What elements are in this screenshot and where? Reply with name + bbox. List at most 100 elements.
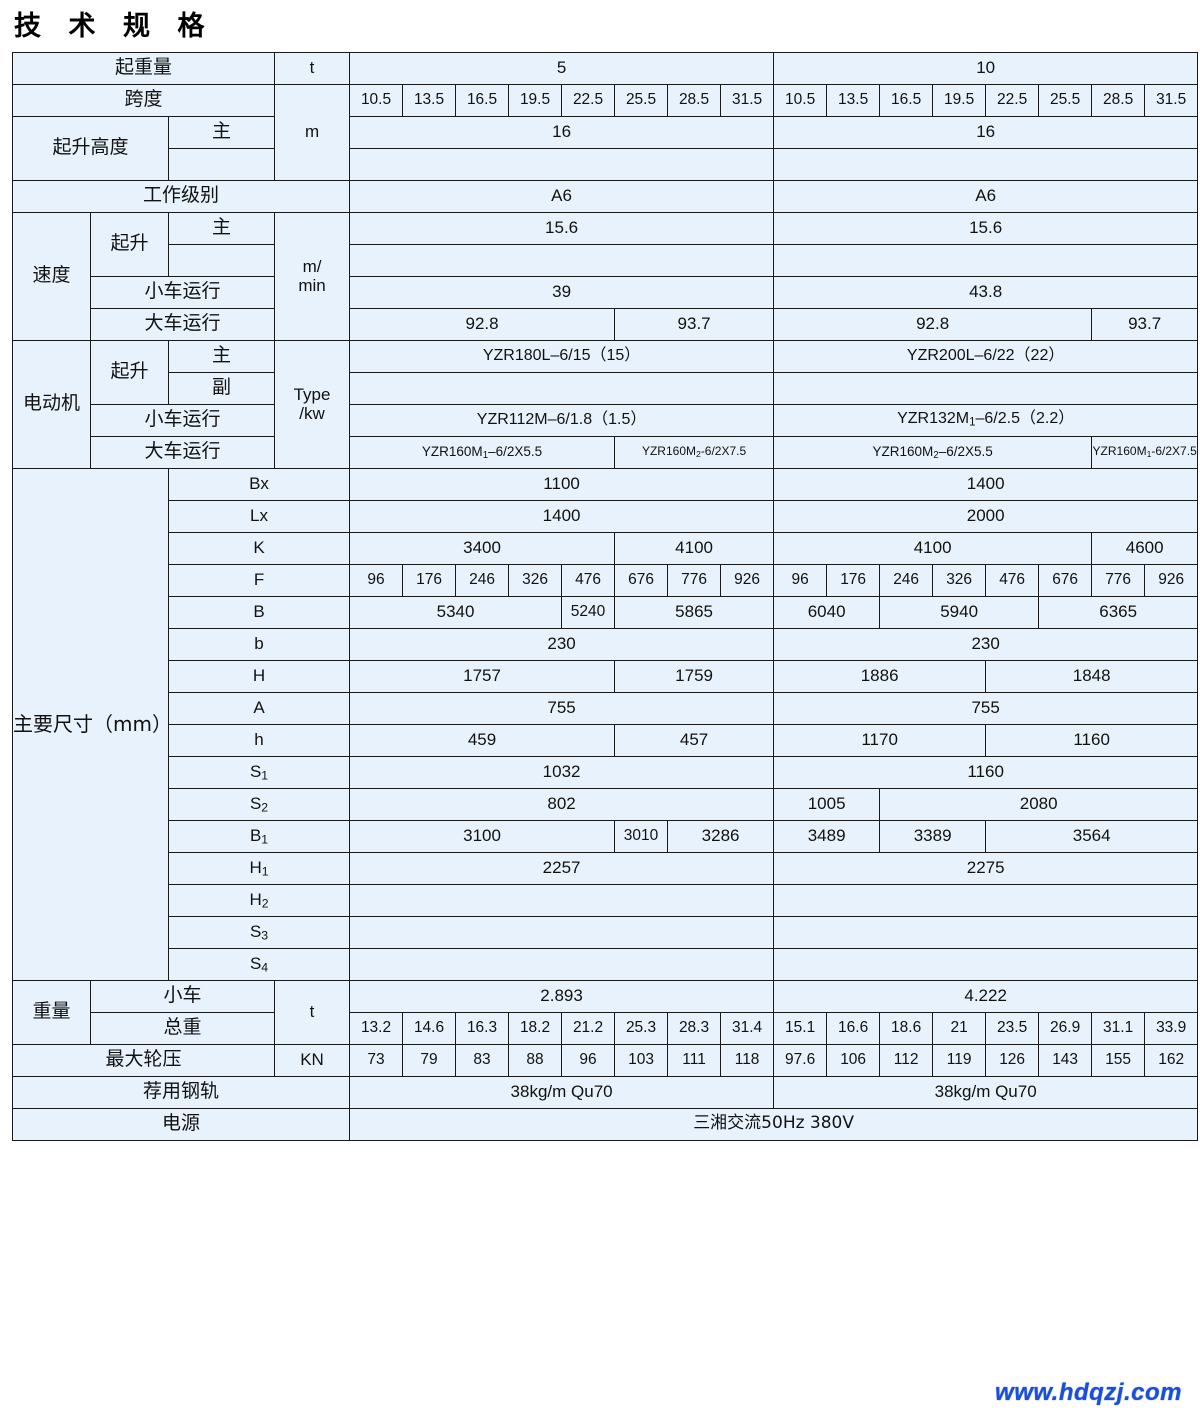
lift-height-main-left: 16 bbox=[349, 115, 775, 149]
dimension-row-label: H1 bbox=[167, 851, 351, 885]
dimension-row-label: Bx bbox=[167, 467, 351, 501]
wheel-pressure-cell: 155 bbox=[1091, 1043, 1146, 1077]
table-row-power: 电源 三湘交流50Hz 380V bbox=[11, 1107, 1199, 1141]
table-row-dimension: F 96 176 246 326 476 676 776 926 96 176 246 326 476 67… bbox=[13, 563, 1199, 597]
row-label-power: 电源 bbox=[11, 1107, 351, 1141]
dimension-value-cell: 5240 bbox=[561, 595, 616, 629]
weight-total-cell: 25.3 bbox=[614, 1011, 669, 1045]
sublabel-aux: 副 bbox=[167, 371, 276, 405]
unit-weight: t bbox=[274, 979, 351, 1045]
span-cell: 10.5 bbox=[773, 83, 828, 117]
row-label-span: 跨度 bbox=[11, 83, 276, 117]
dimension-value-cell: 4100 bbox=[614, 531, 775, 565]
weight-total-cell: 14.6 bbox=[402, 1011, 457, 1045]
dimension-value-cell: 230 bbox=[349, 627, 775, 661]
weight-trolley-left: 2.893 bbox=[349, 979, 775, 1013]
dimension-value-cell: 1400 bbox=[349, 499, 775, 533]
dimension-value-cell: 6365 bbox=[1038, 595, 1199, 629]
table-row-weight-trolley: 重量 小车 t 2.893 4.222 bbox=[12, 979, 1199, 1045]
table-row-motor-hoist-main: 电动机 起升 主 Type /kw YZR180L–6/15（15） YZR20… bbox=[12, 339, 1199, 469]
row-label-weight-trolley: 小车 bbox=[89, 979, 276, 1013]
table-row-weight-total: 总重 13.2 14.6 16.3 18.2 21.2 25.3 28.3 31… bbox=[13, 1011, 1199, 1045]
unit-motor-line1: Type bbox=[293, 384, 331, 404]
dimension-value-cell: 176 bbox=[826, 563, 881, 597]
lift-height-aux-left bbox=[349, 147, 775, 181]
span-cell: 25.5 bbox=[614, 83, 669, 117]
weight-total-cell: 23.5 bbox=[985, 1011, 1040, 1045]
dimension-value-cell: 1160 bbox=[773, 755, 1199, 789]
speed-hoist-main-left: 15.6 bbox=[349, 211, 775, 245]
dimension-value-cell: 5865 bbox=[614, 595, 775, 629]
motor-hoist-aux-right bbox=[773, 371, 1199, 405]
dimension-value-cell: 96 bbox=[773, 563, 828, 597]
dimension-value-cell: 457 bbox=[614, 723, 775, 757]
motor-trolley-left: YZR112M–6/1.8（1.5） bbox=[349, 403, 775, 437]
dimension-row-label: S3 bbox=[167, 915, 351, 949]
dimension-row-label: K bbox=[167, 531, 351, 565]
dimensions-section: 主要尺寸（mm） Bx 1100 1400 Lx 1400 2000 K 3400 4100 410… bbox=[12, 467, 1199, 981]
dimension-row-label: H bbox=[167, 659, 351, 693]
dimension-value-cell: 926 bbox=[1144, 563, 1199, 597]
weight-trolley-right: 4.222 bbox=[773, 979, 1199, 1013]
dimension-value-cell: 755 bbox=[349, 691, 775, 725]
speed-hoist-aux-left bbox=[349, 243, 775, 277]
lift-height-main-right: 16 bbox=[773, 115, 1199, 149]
dimension-value-cell: 776 bbox=[1091, 563, 1146, 597]
dimension-value-cell: 3564 bbox=[985, 819, 1199, 853]
dimension-value-cell: 3400 bbox=[349, 531, 616, 565]
dimension-value-cell: 4600 bbox=[1091, 531, 1199, 565]
wheel-pressure-cell: 79 bbox=[402, 1043, 457, 1077]
dimension-value-cell bbox=[349, 947, 775, 981]
speed-trolley-left: 39 bbox=[349, 275, 775, 309]
dimension-value-cell: 755 bbox=[773, 691, 1199, 725]
span-cell: 19.5 bbox=[508, 83, 563, 117]
table-row-dimension: H 1757 1759 1886 1848 bbox=[13, 659, 1199, 693]
span-cell: 19.5 bbox=[932, 83, 987, 117]
span-cell: 16.5 bbox=[879, 83, 934, 117]
dimension-value-cell: 926 bbox=[720, 563, 775, 597]
unit-speed: m/ min bbox=[274, 211, 351, 341]
wheel-pressure-cell: 126 bbox=[985, 1043, 1040, 1077]
unit-capacity: t bbox=[274, 51, 351, 85]
section-label-weight: 重量 bbox=[12, 979, 91, 1045]
table-row-motor-trolley: 小车运行 YZR112M–6/1.8（1.5） YZR132M1–6/2.5（2… bbox=[13, 403, 1199, 437]
rail-right-value: 38kg/m Qu70 bbox=[773, 1075, 1199, 1109]
dimension-value-cell bbox=[773, 947, 1199, 981]
weight-total-cell: 15.1 bbox=[773, 1011, 828, 1045]
weight-total-cell: 26.9 bbox=[1038, 1011, 1093, 1045]
span-cell: 22.5 bbox=[561, 83, 616, 117]
unit-motor: Type /kw bbox=[274, 339, 351, 469]
unit-span-meters: m bbox=[274, 83, 351, 181]
wheel-pressure-cell: 118 bbox=[720, 1043, 775, 1077]
span-cell: 10.5 bbox=[349, 83, 404, 117]
motor-crane-right-b: YZR160M1-6/2X7.5 bbox=[1091, 435, 1199, 469]
table-row-dimension: K 3400 4100 4100 4600 bbox=[13, 531, 1199, 565]
dimension-value-cell bbox=[349, 915, 775, 949]
dimension-value-cell: 1160 bbox=[985, 723, 1199, 757]
dimension-value-cell: 3010 bbox=[614, 819, 669, 853]
wheel-pressure-cell: 143 bbox=[1038, 1043, 1093, 1077]
dimension-value-cell: 3489 bbox=[773, 819, 881, 853]
section-label-motor: 电动机 bbox=[12, 339, 91, 469]
dimension-value-cell: 3100 bbox=[349, 819, 616, 853]
table-row-wheel-pressure: 最大轮压 KN 73 79 83 88 96 103 111 118 97.6 … bbox=[11, 1043, 1199, 1077]
table-row-speed-hoist-main: 速度 起升 主 m/ min 15.6 15.6 bbox=[12, 211, 1199, 341]
unit-speed-line2: min bbox=[298, 276, 326, 296]
dimension-value-cell: 326 bbox=[508, 563, 563, 597]
wheel-pressure-cell: 112 bbox=[879, 1043, 934, 1077]
dimension-value-cell: 1170 bbox=[773, 723, 987, 757]
span-cell: 28.5 bbox=[1091, 83, 1146, 117]
dimension-row-label: S4 bbox=[167, 947, 351, 981]
wheel-pressure-cell: 111 bbox=[667, 1043, 722, 1077]
table-row-dimension: S4 bbox=[13, 947, 1199, 981]
wheel-pressure-cell: 162 bbox=[1144, 1043, 1199, 1077]
dimension-value-cell: 459 bbox=[349, 723, 616, 757]
sublabel-main: 主 bbox=[167, 211, 276, 245]
table-row-dimension: H2 bbox=[13, 883, 1199, 917]
table-row-dimension: b 230 230 bbox=[13, 627, 1199, 661]
table-row-dimension: S2 802 1005 2080 bbox=[13, 787, 1199, 821]
motor-trolley-right: YZR132M1–6/2.5（2.2） bbox=[773, 403, 1199, 437]
table-row-dimension: 主要尺寸（mm） Bx 1100 1400 bbox=[12, 467, 1199, 981]
speed-hoist-main-right: 15.6 bbox=[773, 211, 1199, 245]
dimension-row-label: B bbox=[167, 595, 351, 629]
